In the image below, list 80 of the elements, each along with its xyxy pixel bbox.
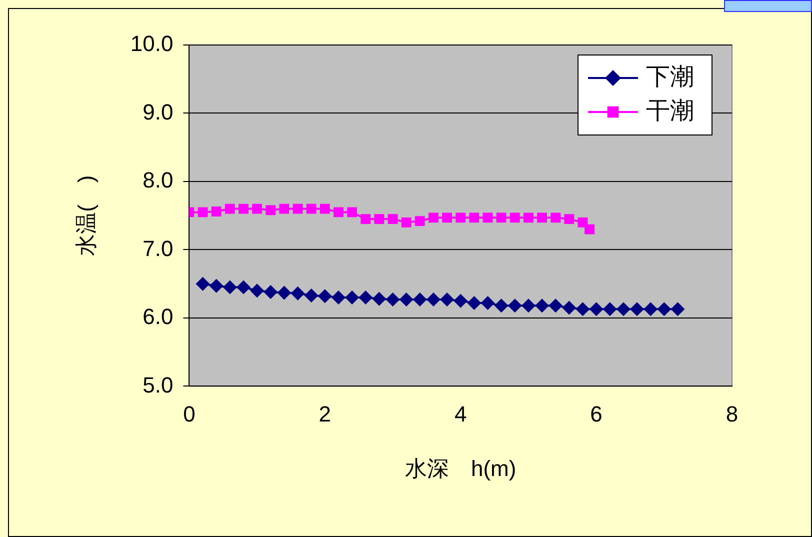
point xyxy=(222,280,237,294)
point xyxy=(399,292,414,307)
point xyxy=(589,302,604,316)
point xyxy=(211,206,222,216)
point xyxy=(469,212,480,223)
point xyxy=(494,298,508,313)
point xyxy=(616,302,630,316)
point xyxy=(428,212,438,223)
legend-label: 干潮 xyxy=(646,98,694,125)
point xyxy=(198,207,208,218)
point xyxy=(347,207,358,218)
point xyxy=(456,212,466,223)
point xyxy=(252,204,262,214)
x-axis-title: 水深 h(m) xyxy=(405,456,516,481)
point xyxy=(496,212,506,223)
legend-label: 下潮 xyxy=(646,64,694,91)
point xyxy=(644,302,658,316)
x-tick-label: 6 xyxy=(590,401,602,426)
point xyxy=(454,294,468,308)
point xyxy=(386,292,400,307)
point xyxy=(440,292,454,307)
y-tick-label: 8.0 xyxy=(142,168,174,193)
point xyxy=(482,212,493,223)
point xyxy=(292,204,303,214)
point xyxy=(550,212,561,223)
point xyxy=(401,217,412,228)
x-tick-label: 8 xyxy=(726,401,738,426)
point xyxy=(510,212,520,223)
y-tick-label: 9.0 xyxy=(142,99,174,124)
y-tick-label: 5.0 xyxy=(142,372,174,398)
point xyxy=(388,214,398,224)
point xyxy=(279,204,290,214)
point xyxy=(564,214,574,224)
point xyxy=(480,296,495,310)
point xyxy=(524,212,534,223)
point xyxy=(238,204,248,214)
point xyxy=(467,296,482,310)
point xyxy=(576,302,590,316)
point xyxy=(209,278,224,293)
point xyxy=(196,276,210,291)
point xyxy=(360,214,371,224)
point xyxy=(224,204,235,214)
y-axis-title: 水温( ) xyxy=(73,175,98,256)
point xyxy=(670,302,685,316)
point xyxy=(548,298,563,313)
point xyxy=(562,300,576,315)
point xyxy=(374,214,384,224)
point xyxy=(264,285,278,300)
point xyxy=(535,298,550,313)
x-tick-label: 4 xyxy=(454,401,467,426)
point xyxy=(236,280,250,294)
point xyxy=(657,302,672,316)
x-tick-label: 2 xyxy=(318,401,332,426)
point xyxy=(414,216,425,226)
y-tick-label: 10.0 xyxy=(130,31,174,56)
point xyxy=(372,292,386,306)
point xyxy=(602,302,617,316)
point xyxy=(630,302,644,316)
point xyxy=(521,298,536,313)
point xyxy=(306,204,316,214)
y-tick-label: 6.0 xyxy=(142,304,174,330)
point xyxy=(318,289,332,304)
point xyxy=(358,290,373,304)
x-tick-label: 0 xyxy=(183,401,196,426)
point xyxy=(320,204,330,214)
point xyxy=(250,284,264,298)
point xyxy=(442,212,452,223)
point xyxy=(426,292,440,307)
point xyxy=(584,224,594,234)
point xyxy=(334,207,344,218)
point xyxy=(345,290,360,304)
point xyxy=(304,288,318,302)
point xyxy=(331,290,346,304)
point xyxy=(266,205,276,216)
point xyxy=(537,212,547,223)
point xyxy=(277,286,292,300)
y-tick-label: 7.0 xyxy=(142,236,174,261)
point xyxy=(508,298,522,313)
point xyxy=(412,292,427,307)
point xyxy=(290,286,305,300)
